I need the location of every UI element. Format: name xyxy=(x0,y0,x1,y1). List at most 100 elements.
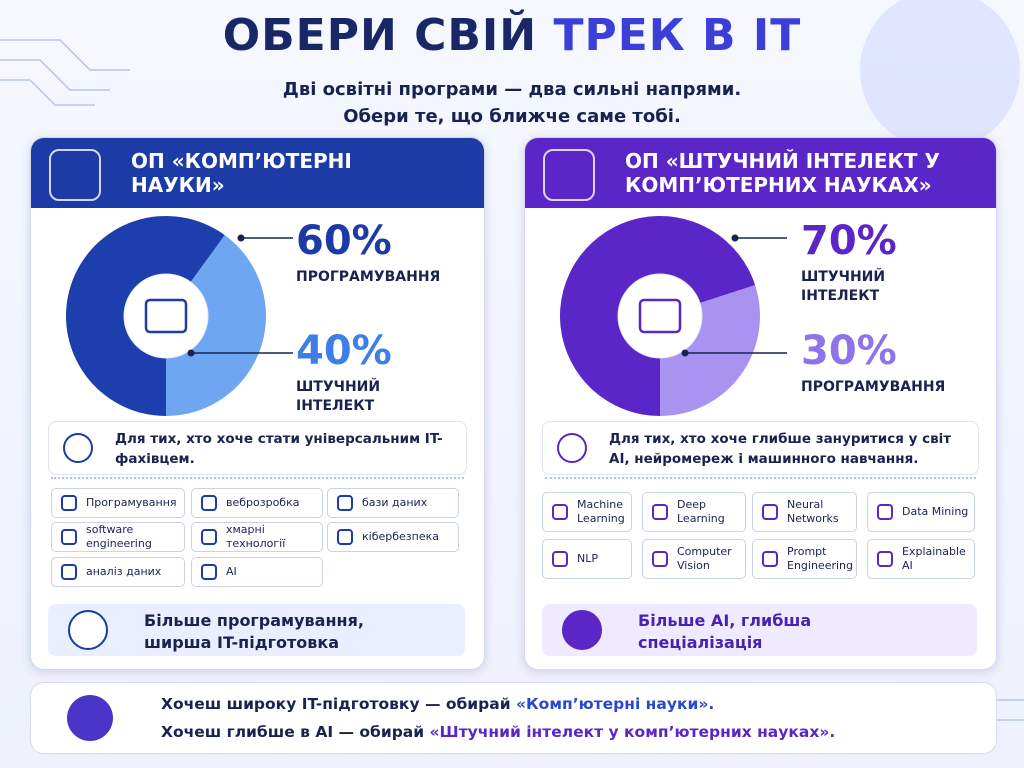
leader-dot xyxy=(187,349,195,357)
leader-dot xyxy=(681,349,689,357)
topic-label: кібербезпека xyxy=(362,530,439,544)
audience-box: Для тих, хто хоче стати універсальним IT… xyxy=(48,421,467,475)
topic-label: AI xyxy=(226,565,237,579)
topic-chip: Explainable AI xyxy=(867,539,975,579)
audience-icon xyxy=(63,433,93,463)
title-part1: ОБЕРИ СВІЙ xyxy=(222,10,538,61)
topic-icon xyxy=(762,504,778,520)
segment-name: ШТУЧНИЙ ІНТЕЛЕКТ xyxy=(801,269,886,304)
percent-label: 70% xyxy=(801,218,897,264)
donut-slice xyxy=(660,285,760,416)
topic-icon xyxy=(61,529,77,545)
topic-label: Data Mining xyxy=(902,505,969,519)
leader-dot xyxy=(731,234,739,242)
percent-label: 60% xyxy=(296,218,392,264)
summary-text: Більше AI, глибша спеціалізація xyxy=(638,611,812,653)
donut-chart xyxy=(560,216,760,416)
topic-chip: бази даних xyxy=(327,488,459,518)
separator xyxy=(545,477,976,479)
topic-icon xyxy=(337,495,353,511)
header-icon xyxy=(543,149,595,201)
topic-icon xyxy=(877,551,893,567)
footer-icon xyxy=(67,695,113,741)
star-icon xyxy=(68,610,108,650)
topic-label: Computer Vision xyxy=(677,545,732,572)
footer-highlight: «Комп’ютерні науки». xyxy=(516,695,715,713)
percent-label: 30% xyxy=(801,328,897,374)
summary-text: Більше програмування, ширша IT-підготовк… xyxy=(144,611,364,653)
donut-slice xyxy=(560,216,756,416)
topic-icon xyxy=(201,529,217,545)
topic-chip: Machine Learning xyxy=(542,492,632,532)
leaders xyxy=(187,234,293,357)
card-title: ОП «КОМП’ЮТЕРНІ НАУКИ» xyxy=(131,149,352,197)
percent-label: 40% xyxy=(296,328,392,374)
segment-name: ПРОГРАМУВАННЯ xyxy=(801,379,946,395)
topic-icon xyxy=(337,529,353,545)
topic-chip: NLP xyxy=(542,539,632,579)
topic-label: Neural Networks xyxy=(787,498,839,525)
topic-icon xyxy=(652,504,668,520)
program-card: ОП «ШТУЧНИЙ ІНТЕЛЕКТ У КОМП’ЮТЕРНИХ НАУК… xyxy=(524,137,997,670)
topic-label: Deep Learning xyxy=(677,498,725,525)
topic-chip: Deep Learning xyxy=(642,492,746,532)
topic-label: Explainable AI xyxy=(902,545,966,572)
donut-slice xyxy=(166,235,266,416)
topic-chip: Data Mining xyxy=(867,492,975,532)
topic-chip: software engineering xyxy=(51,522,185,552)
center-icon xyxy=(144,298,188,334)
subtitle: Дві освітні програми — два сильні напрям… xyxy=(282,79,742,100)
card-title: ОП «ШТУЧНИЙ ІНТЕЛЕКТ У КОМП’ЮТЕРНИХ НАУК… xyxy=(625,149,940,197)
audience-text: Для тих, хто хоче глибше зануритися у св… xyxy=(609,431,952,467)
topic-icon xyxy=(61,564,77,580)
center-icon xyxy=(638,298,682,334)
audience-box: Для тих, хто хоче глибше зануритися у св… xyxy=(542,421,979,475)
summary-box: Більше AI, глибша спеціалізація xyxy=(542,604,977,656)
topic-chip: Prompt Engineering xyxy=(752,539,857,579)
topic-icon xyxy=(201,495,217,511)
topic-icon xyxy=(552,551,568,567)
separator xyxy=(51,477,464,479)
topic-label: NLP xyxy=(577,552,598,566)
topic-label: веброзробка xyxy=(226,496,300,510)
subtitle: Обери те, що ближче саме тобі. xyxy=(343,106,681,127)
topic-icon xyxy=(877,504,893,520)
topic-icon xyxy=(762,551,778,567)
footer-line: Хочеш глибше в AI — обирай «Штучний інте… xyxy=(161,723,835,741)
topic-icon xyxy=(552,504,568,520)
topic-chip: веброзробка xyxy=(191,488,323,518)
topic-label: software engineering xyxy=(86,523,152,550)
header-icon xyxy=(49,149,101,201)
donut-chart xyxy=(65,216,266,416)
footer-line: Хочеш широку IT-підготовку — обирай «Ком… xyxy=(161,695,714,713)
card-header: ОП «ШТУЧНИЙ ІНТЕЛЕКТ У КОМП’ЮТЕРНИХ НАУК… xyxy=(525,138,996,208)
card-header: ОП «КОМП’ЮТЕРНІ НАУКИ» xyxy=(31,138,484,208)
topic-label: Prompt Engineering xyxy=(787,545,853,572)
title-part2: ТРЕК В IT xyxy=(553,10,802,61)
program-card: ОП «КОМП’ЮТЕРНІ НАУКИ» 60% ПРОГРАМУВАННЯ 40… xyxy=(30,137,485,670)
topic-icon xyxy=(201,564,217,580)
segment-name: ШТУЧНИЙ ІНТЕЛЕКТ xyxy=(296,379,381,414)
topic-chip: Програмування xyxy=(51,488,185,518)
audience-text: Для тих, хто хоче стати універсальним IT… xyxy=(115,431,443,467)
topic-label: Програмування xyxy=(86,496,177,510)
topic-icon xyxy=(61,495,77,511)
footer: Хочеш широку IT-підготовку — обирай «Ком… xyxy=(30,682,997,754)
topic-label: аналіз даних xyxy=(86,565,162,579)
star-icon xyxy=(562,610,602,650)
donut-center xyxy=(617,273,703,359)
topic-label: бази даних xyxy=(362,496,428,510)
footer-text: Хочеш глибше в AI — обирай xyxy=(161,723,425,741)
topic-label: хмарні технології xyxy=(226,523,286,550)
audience-icon xyxy=(557,433,587,463)
topic-chip: кібербезпека xyxy=(327,522,459,552)
title: ОБЕРИ СВІЙ ТРЕК В IT xyxy=(0,10,1024,61)
leader-dot xyxy=(237,234,245,242)
topic-label: Machine Learning xyxy=(577,498,625,525)
donut-center xyxy=(123,273,209,359)
footer-highlight: «Штучний інтелект у комп’ютерних науках»… xyxy=(429,723,836,741)
topic-chip: Neural Networks xyxy=(752,492,857,532)
topic-icon xyxy=(652,551,668,567)
topic-chip: аналіз даних xyxy=(51,557,185,587)
